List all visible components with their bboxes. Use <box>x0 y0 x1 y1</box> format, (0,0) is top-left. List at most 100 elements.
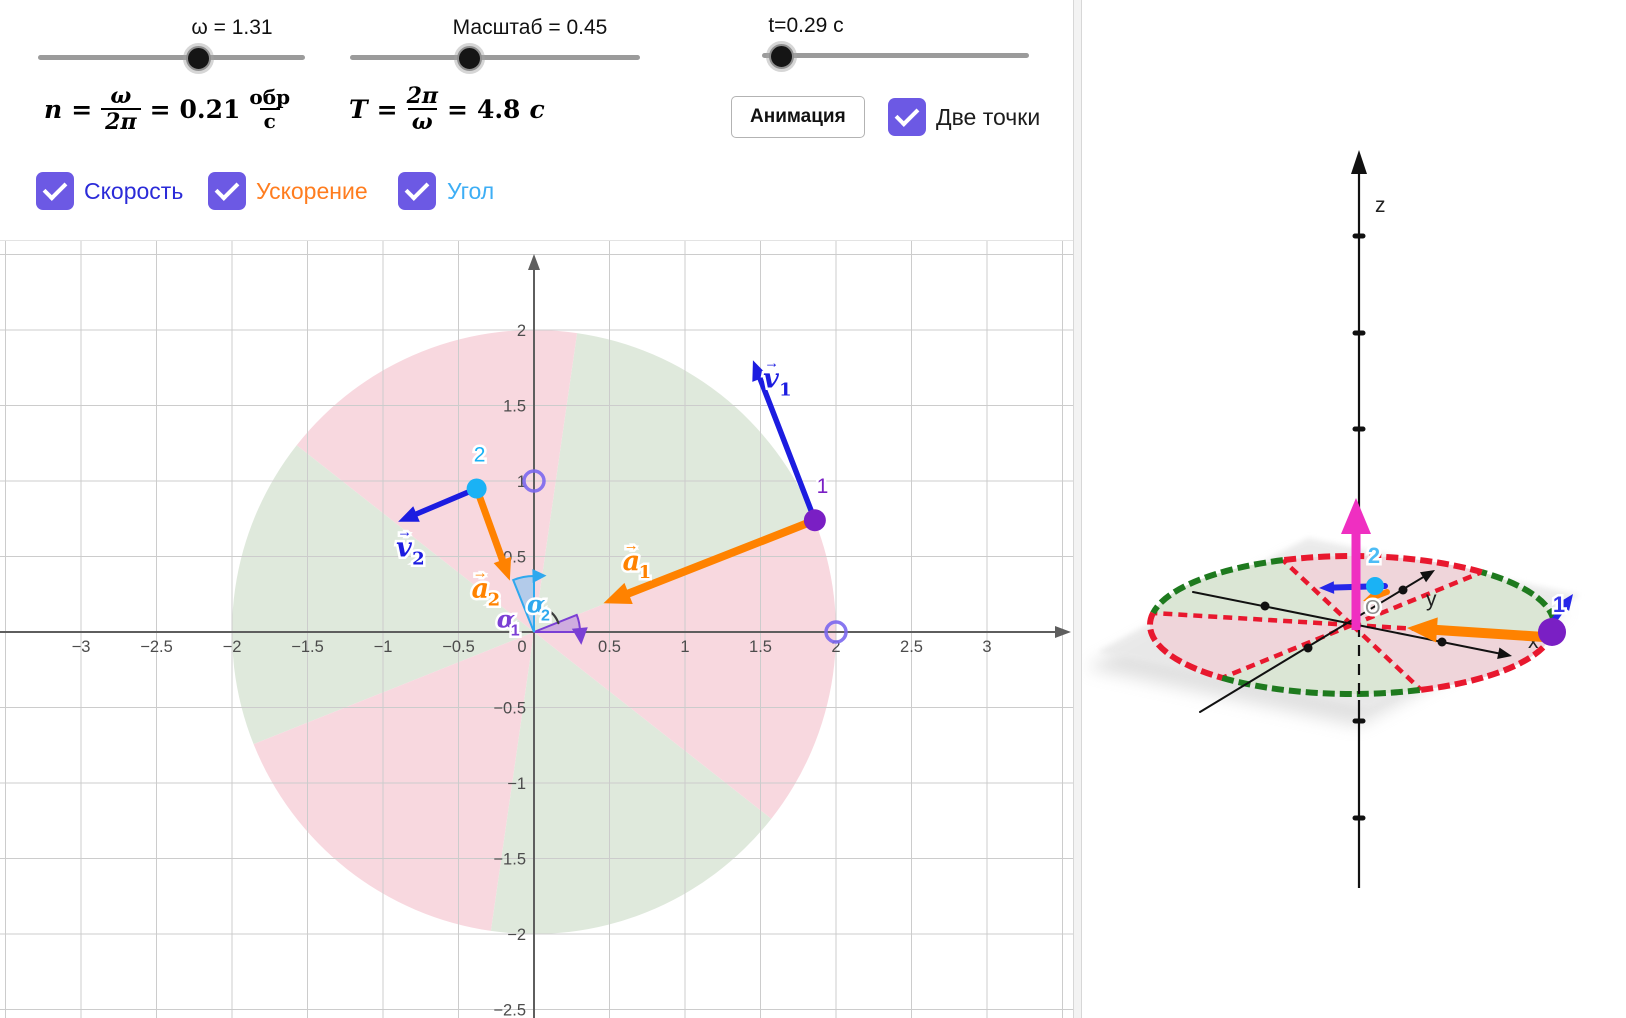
fraction-numerator: ω <box>110 83 132 109</box>
vector-v2 <box>398 485 480 522</box>
start-marker <box>824 620 848 644</box>
tick-labels: −3 −2.5 −2 −1.5 −1 −0.5 0 0.5 1 1.5 2 2.5 321.510.5−… <box>72 322 992 1018</box>
equals-sign: = <box>446 94 468 124</box>
slider-track-scale[interactable] <box>350 55 640 60</box>
svg-text:−1.5: −1.5 <box>291 638 324 656</box>
svg-text:1.5: 1.5 <box>503 398 526 416</box>
speed-checkbox[interactable] <box>36 172 74 210</box>
svg-text:2: 2 <box>488 589 501 610</box>
slider-label-omega: ω = 1.31 <box>191 16 273 39</box>
formula-n-unit: обр с <box>249 86 290 132</box>
wheel-sector <box>534 333 815 632</box>
check-icon <box>214 176 240 201</box>
svg-text:→: → <box>624 537 639 554</box>
svg-text:−1.5: −1.5 <box>493 851 526 869</box>
svg-text:−2.5: −2.5 <box>493 1002 526 1018</box>
svg-text:1.5: 1.5 <box>749 638 772 656</box>
svg-text:2: 2 <box>517 322 526 340</box>
check-icon <box>42 176 68 201</box>
slider-knob-time[interactable] <box>768 44 794 69</box>
svg-text:−1: −1 <box>374 638 393 656</box>
vector-a1 <box>603 516 819 604</box>
unit-denominator: с <box>259 108 280 132</box>
angle-marker <box>511 569 547 633</box>
svg-text:2: 2 <box>541 607 550 624</box>
vector-v1 <box>752 360 818 524</box>
svg-text:0.5: 0.5 <box>598 638 621 656</box>
svg-text:2: 2 <box>831 638 840 656</box>
formula-T-lhs: T <box>349 94 368 124</box>
z-axis-label: z <box>1375 194 1386 217</box>
angle-label-2: α2 <box>525 587 553 627</box>
start-markers <box>522 469 848 644</box>
graph-2d[interactable]: −3 −2.5 −2 −1.5 −1 −0.5 0 0.5 1 1.5 2 2.5 321.510.5−… <box>0 240 1073 1018</box>
svg-text:1: 1 <box>639 562 652 583</box>
slider-track-time[interactable] <box>762 53 1029 58</box>
svg-text:1: 1 <box>517 473 526 491</box>
y-axis-label: y <box>1426 588 1437 611</box>
svg-text:a: a <box>623 546 641 577</box>
svg-text:1: 1 <box>680 638 689 656</box>
point-1[interactable] <box>803 509 826 532</box>
equals-sign: = <box>71 94 93 124</box>
two-points-label: Две точки <box>936 104 1041 130</box>
angle-checkbox[interactable] <box>398 172 436 210</box>
vector-label-a1: a1→ <box>620 535 654 586</box>
svg-text:2.5: 2.5 <box>900 638 923 656</box>
svg-text:−1: −1 <box>507 775 526 793</box>
svg-text:−2: −2 <box>223 638 242 656</box>
panel-separator[interactable] <box>1073 0 1082 1018</box>
formula-period: T = 2π ω = 4.8 с <box>349 83 545 135</box>
svg-text:→: → <box>473 564 488 581</box>
point-2-3d[interactable] <box>1366 577 1384 595</box>
svg-text:1: 1 <box>779 379 792 400</box>
svg-text:→: → <box>764 354 779 371</box>
two-points-checkbox[interactable] <box>888 98 926 136</box>
view-3d[interactable]: x y z O 1 2 <box>1082 0 1626 1018</box>
vector-label-a2: a2→ <box>469 562 503 613</box>
wheel-sector <box>253 632 534 931</box>
accel-label: Ускорение <box>256 178 368 204</box>
slider-track-omega[interactable] <box>38 55 305 60</box>
check-icon <box>894 102 920 127</box>
svg-text:−2.5: −2.5 <box>140 638 173 656</box>
svg-text:α: α <box>497 604 515 633</box>
equals-sign: = <box>149 94 171 124</box>
origin-label: O <box>1365 597 1381 619</box>
angle-marker <box>533 613 588 645</box>
svg-text:v: v <box>763 363 779 394</box>
svg-text:2: 2 <box>412 549 425 570</box>
fraction-numerator: 2π <box>406 83 438 109</box>
slider-label-scale: Масштаб = 0.45 <box>452 16 608 39</box>
control-panel: ω = 1.31 Масштаб = 0.45 t=0.29 с n = ω 2π … <box>0 0 1073 241</box>
fraction-denominator: ω <box>407 108 437 134</box>
slider-label-time: t=0.29 с <box>768 14 844 37</box>
formula-n-fraction: ω 2π <box>101 83 141 134</box>
point-label-2: 2 <box>474 443 486 466</box>
svg-text:→: → <box>397 524 412 541</box>
point-label-1-3d: 1 <box>1553 592 1565 617</box>
svg-text:−2: −2 <box>507 926 526 944</box>
animation-button[interactable]: Анимация <box>731 96 865 138</box>
formula-n-lhs: n <box>44 94 63 124</box>
svg-text:α: α <box>527 589 545 618</box>
y-axis <box>1199 570 1435 713</box>
angle-arc <box>544 607 560 625</box>
omega-vector <box>1341 498 1371 630</box>
point-1-3d[interactable] <box>1538 618 1566 646</box>
accel-checkbox[interactable] <box>208 172 246 210</box>
formula-T-fraction: 2π ω <box>406 83 438 135</box>
vector-a1-3d <box>1407 617 1549 643</box>
slider-knob-scale[interactable] <box>456 46 482 71</box>
svg-text:0: 0 <box>517 638 526 656</box>
slider-knob-omega[interactable] <box>186 46 212 71</box>
vector-label-v2: v 2→ <box>394 521 428 572</box>
start-marker <box>522 469 546 493</box>
svg-text:a: a <box>472 573 490 604</box>
grid <box>0 240 1073 1018</box>
vector-a2 <box>473 485 512 581</box>
point-2[interactable] <box>466 478 487 499</box>
formula-T-unit: с <box>529 94 545 124</box>
unit-numerator: обр <box>249 85 291 110</box>
